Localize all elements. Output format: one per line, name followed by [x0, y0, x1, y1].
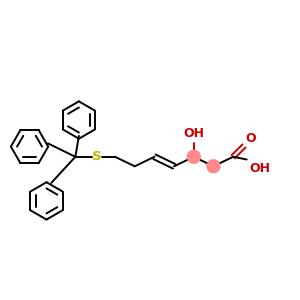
Circle shape — [187, 150, 200, 163]
Text: O: O — [245, 132, 256, 145]
Text: OH: OH — [249, 162, 270, 175]
Text: S: S — [92, 150, 101, 163]
Text: OH: OH — [183, 128, 204, 140]
Circle shape — [207, 160, 220, 173]
